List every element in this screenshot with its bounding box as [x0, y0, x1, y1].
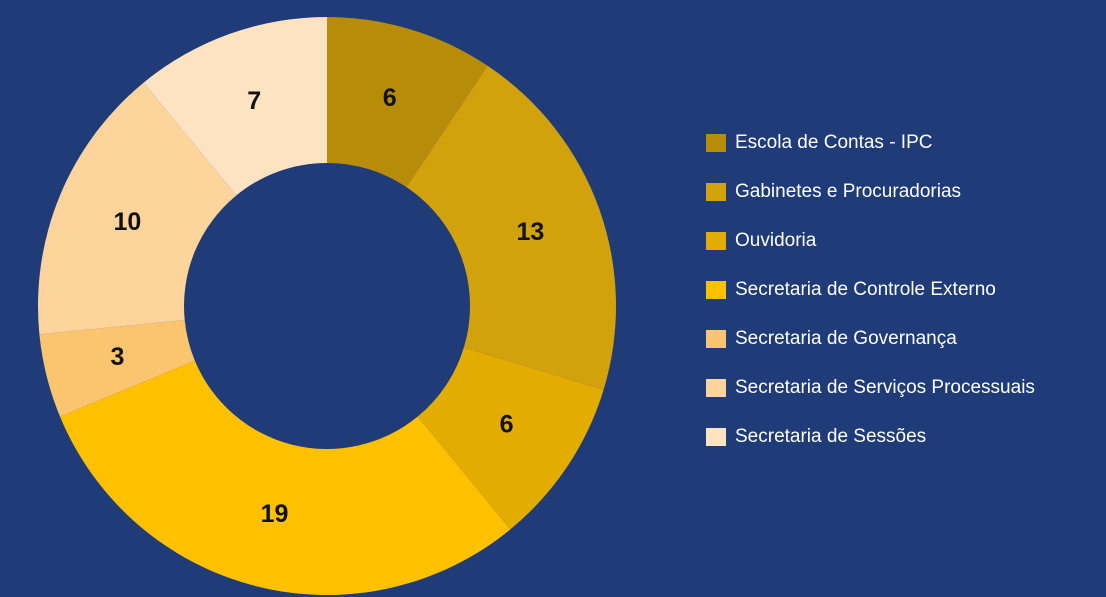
- legend-item: Secretaria de Sessões: [706, 426, 1046, 448]
- legend-swatch: [706, 281, 726, 299]
- legend-item: Gabinetes e Procuradorias: [706, 181, 1046, 203]
- legend-label: Ouvidoria: [735, 230, 817, 251]
- legend-label: Gabinetes e Procuradorias: [735, 181, 962, 202]
- donut-slice: [37, 82, 237, 335]
- legend-item: Secretaria de Serviços Processuais: [706, 377, 1046, 399]
- donut-slice: [59, 360, 511, 595]
- data-label: 6: [500, 411, 514, 439]
- donut-slice: [406, 65, 617, 390]
- legend-swatch: [706, 330, 726, 348]
- donut-slice: [327, 17, 488, 188]
- donut-slice: [143, 17, 327, 196]
- legend-swatch: [706, 183, 726, 201]
- legend-label: Secretaria de Controle Externo: [735, 279, 996, 300]
- legend-swatch: [706, 379, 726, 397]
- data-label: 6: [383, 84, 397, 112]
- legend: Escola de Contas - IPC Gabinetes e Procur…: [706, 132, 1046, 475]
- legend-label: Secretaria de Serviços Processuais: [735, 377, 1035, 398]
- data-label: 13: [516, 218, 544, 246]
- legend-item: Escola de Contas - IPC: [706, 132, 1046, 154]
- legend-label: Secretaria de Governança: [735, 328, 957, 349]
- legend-label: Escola de Contas - IPC: [735, 132, 933, 153]
- legend-swatch: [706, 134, 726, 152]
- legend-item: Ouvidoria: [706, 230, 1046, 252]
- legend-swatch: [706, 428, 726, 446]
- data-label: 7: [247, 87, 261, 115]
- data-label: 10: [114, 208, 142, 236]
- legend-item: Secretaria de Governança: [706, 328, 1046, 350]
- legend-item: Secretaria de Controle Externo: [706, 279, 1046, 301]
- donut-slice: [39, 320, 195, 417]
- legend-label: Secretaria de Sessões: [735, 426, 927, 447]
- donut-slice: [417, 347, 604, 530]
- data-label: 3: [111, 343, 125, 371]
- data-label: 19: [261, 500, 289, 528]
- legend-swatch: [706, 232, 726, 250]
